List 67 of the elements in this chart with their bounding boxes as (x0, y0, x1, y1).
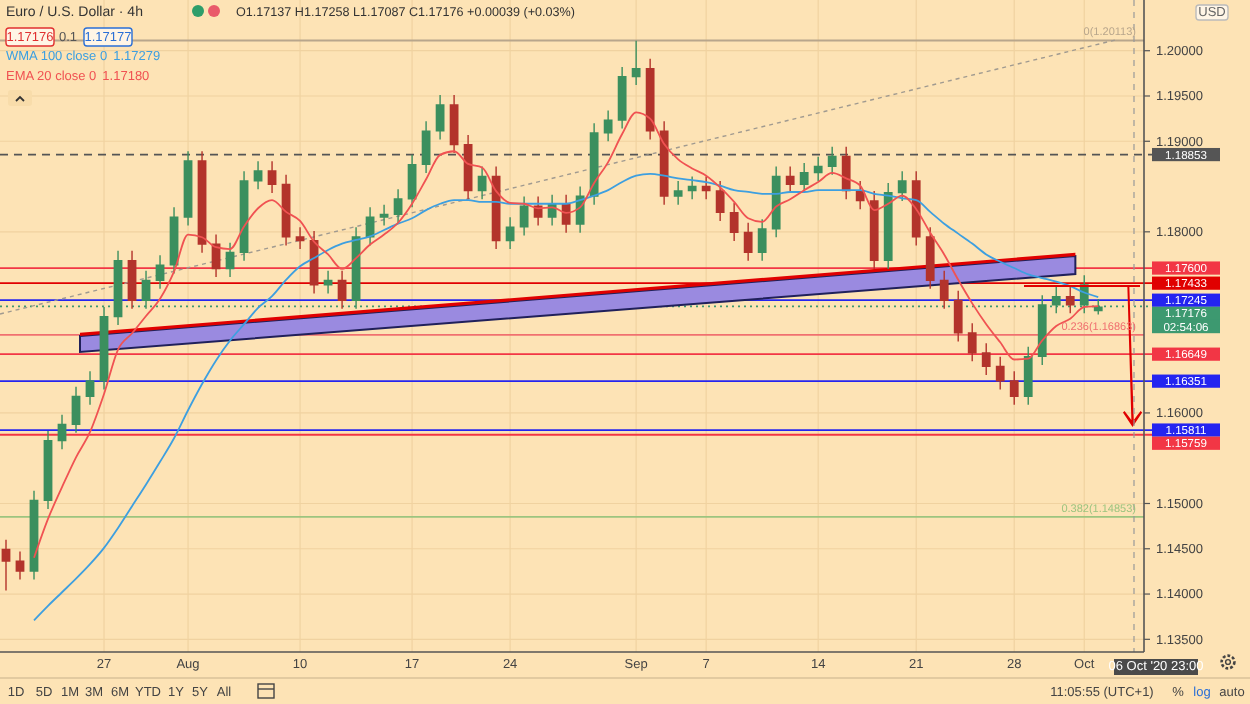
candlestick (29, 490, 39, 580)
candlestick (197, 151, 207, 253)
candlestick (785, 166, 795, 193)
candlestick (729, 202, 739, 241)
candlestick (631, 40, 641, 86)
candlestick (603, 110, 613, 142)
candlestick (71, 386, 81, 433)
candlestick (141, 270, 151, 309)
candlestick (995, 356, 1005, 390)
candlestick (687, 176, 697, 200)
candlestick (645, 58, 655, 140)
candlestick (15, 551, 25, 580)
candlestick (477, 166, 487, 200)
candlestick (393, 189, 403, 223)
candlestick (757, 219, 767, 261)
candlestick (967, 323, 977, 362)
candlestick (323, 270, 333, 294)
candlestick (267, 161, 277, 193)
candlestick (1023, 346, 1033, 405)
candlestick (659, 121, 669, 205)
candlestick (407, 154, 417, 208)
candlestick (505, 217, 515, 250)
candlestick (449, 95, 459, 154)
candlestick (925, 227, 935, 289)
candlestick (519, 196, 529, 236)
candlestick (225, 242, 235, 278)
candlestick (99, 306, 109, 390)
candlestick (169, 207, 179, 274)
candlestick (883, 182, 893, 269)
candlestick (813, 156, 823, 182)
candlestick (869, 191, 879, 269)
candlestick (589, 123, 599, 205)
candlestick (491, 166, 501, 250)
candlestick (379, 204, 389, 226)
candlestick (337, 270, 347, 309)
candlestick (155, 255, 165, 289)
candlestick (365, 207, 375, 246)
candlestick (463, 134, 473, 200)
candlestick (1009, 371, 1019, 405)
candlestick (57, 414, 67, 450)
candlestick (1, 539, 11, 591)
candlestick (799, 163, 809, 193)
candlestick (617, 67, 627, 129)
candlestick (743, 222, 753, 261)
candlestick (43, 431, 53, 509)
candlestick (673, 181, 683, 205)
candlestick (939, 270, 949, 309)
candlestick (701, 176, 711, 200)
candlestick (1051, 287, 1061, 314)
candlestick (981, 343, 991, 375)
candlestick (1065, 287, 1075, 314)
candlestick (127, 250, 137, 309)
candlestick (113, 250, 123, 326)
candlestick (421, 121, 431, 173)
candlestick (295, 227, 305, 250)
candlestick (253, 161, 263, 190)
candlestick (897, 171, 907, 202)
candlestick (85, 371, 95, 405)
candlestick (827, 146, 837, 175)
candlestick (183, 151, 193, 226)
candlestick (911, 171, 921, 246)
candlestick (1037, 295, 1047, 365)
candlestick (953, 290, 963, 342)
candlestick (771, 166, 781, 238)
candlestick (715, 181, 725, 221)
candlestick (435, 95, 445, 140)
candlestick (281, 174, 291, 246)
